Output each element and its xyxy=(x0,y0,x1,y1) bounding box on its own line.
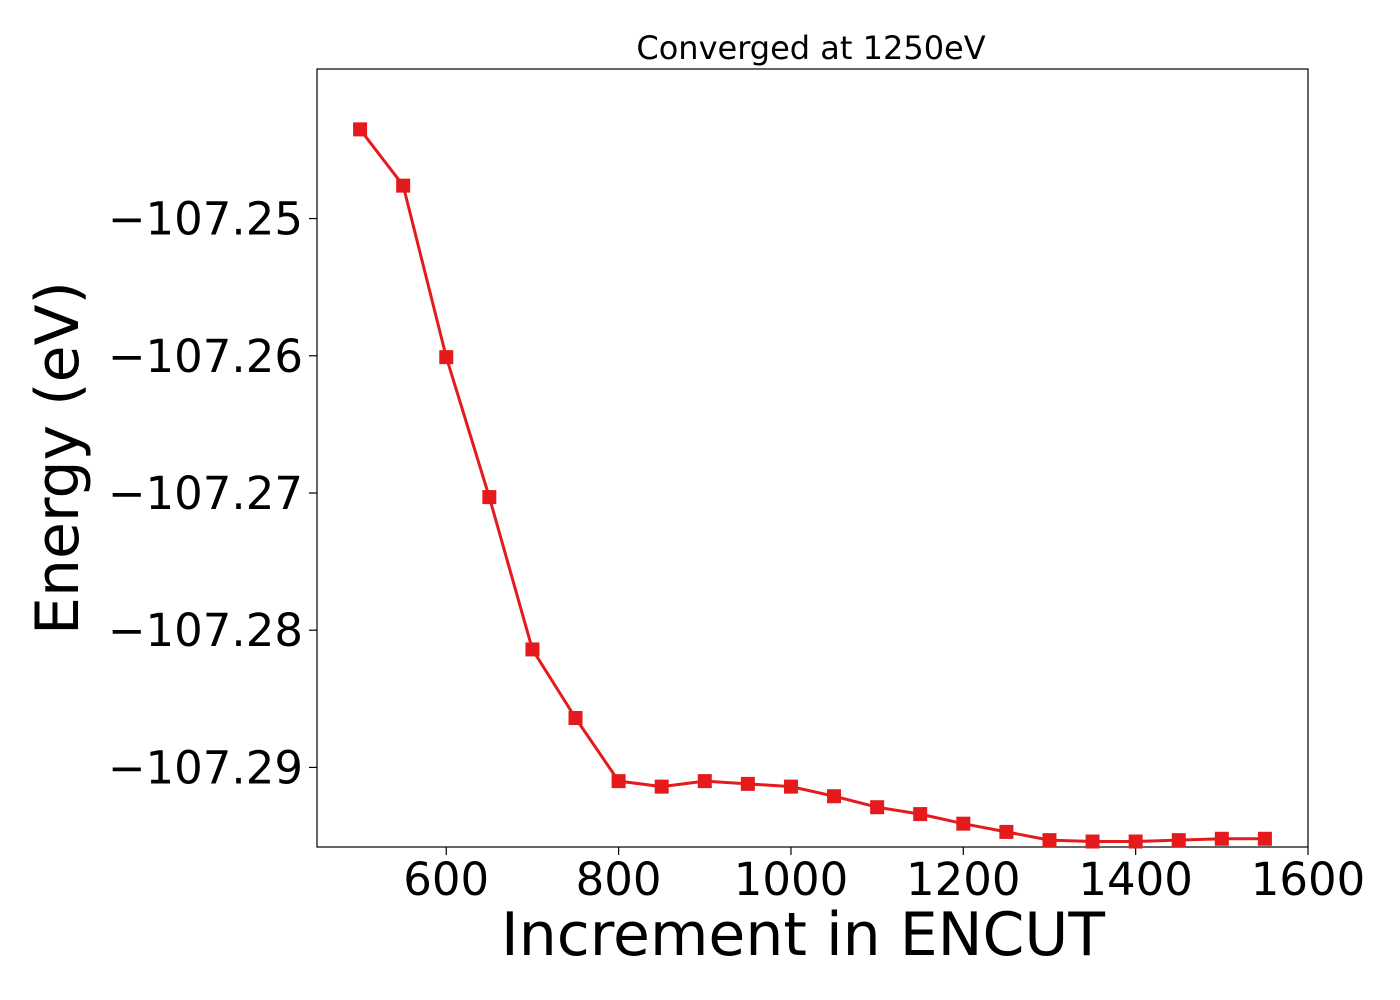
x-tick-label: 600 xyxy=(403,853,489,906)
y-tick-label: −107.29 xyxy=(108,741,303,794)
data-point xyxy=(999,824,1014,839)
data-point xyxy=(783,779,798,794)
x-tick-label: 1400 xyxy=(1078,853,1193,906)
x-axis: 600 800 1000 1200 1400 1600 xyxy=(403,847,1365,906)
data-point xyxy=(482,490,497,505)
data-point xyxy=(827,789,842,804)
data-point xyxy=(353,122,368,137)
data-point xyxy=(697,774,712,789)
data-point xyxy=(913,807,928,822)
data-point xyxy=(525,642,540,657)
x-tick-label: 1000 xyxy=(734,853,849,906)
y-tick-label: −107.28 xyxy=(108,604,303,657)
y-tick-label: −107.26 xyxy=(108,330,303,383)
y-tick-label: −107.25 xyxy=(108,193,303,246)
x-tick-label: 1600 xyxy=(1251,853,1366,906)
data-point xyxy=(1085,834,1100,849)
data-point xyxy=(870,800,885,815)
energy-series-line xyxy=(358,128,1265,843)
data-point xyxy=(1257,831,1272,846)
data-point xyxy=(611,774,626,789)
plot-frame xyxy=(316,68,1309,848)
data-point xyxy=(568,711,583,726)
data-point xyxy=(956,816,971,831)
data-point xyxy=(1128,834,1143,849)
data-point xyxy=(1214,831,1229,846)
y-tick-label: −107.27 xyxy=(108,467,303,520)
chart-title: Converged at 1250eV xyxy=(636,29,985,67)
data-point xyxy=(654,779,669,794)
data-point xyxy=(1042,833,1057,848)
data-point xyxy=(396,178,411,193)
data-point xyxy=(439,350,454,365)
data-point xyxy=(1171,833,1186,848)
y-axis: −107.25 −107.26 −107.27 −107.28 −107.29 xyxy=(108,193,317,794)
x-tick-label: 800 xyxy=(576,853,662,906)
x-axis-label: Increment in ENCUT xyxy=(501,900,1105,970)
data-point xyxy=(740,776,755,791)
energy-series-markers xyxy=(353,122,1272,849)
y-axis-label: Energy (eV) xyxy=(23,281,93,635)
x-tick-label: 1200 xyxy=(906,853,1021,906)
